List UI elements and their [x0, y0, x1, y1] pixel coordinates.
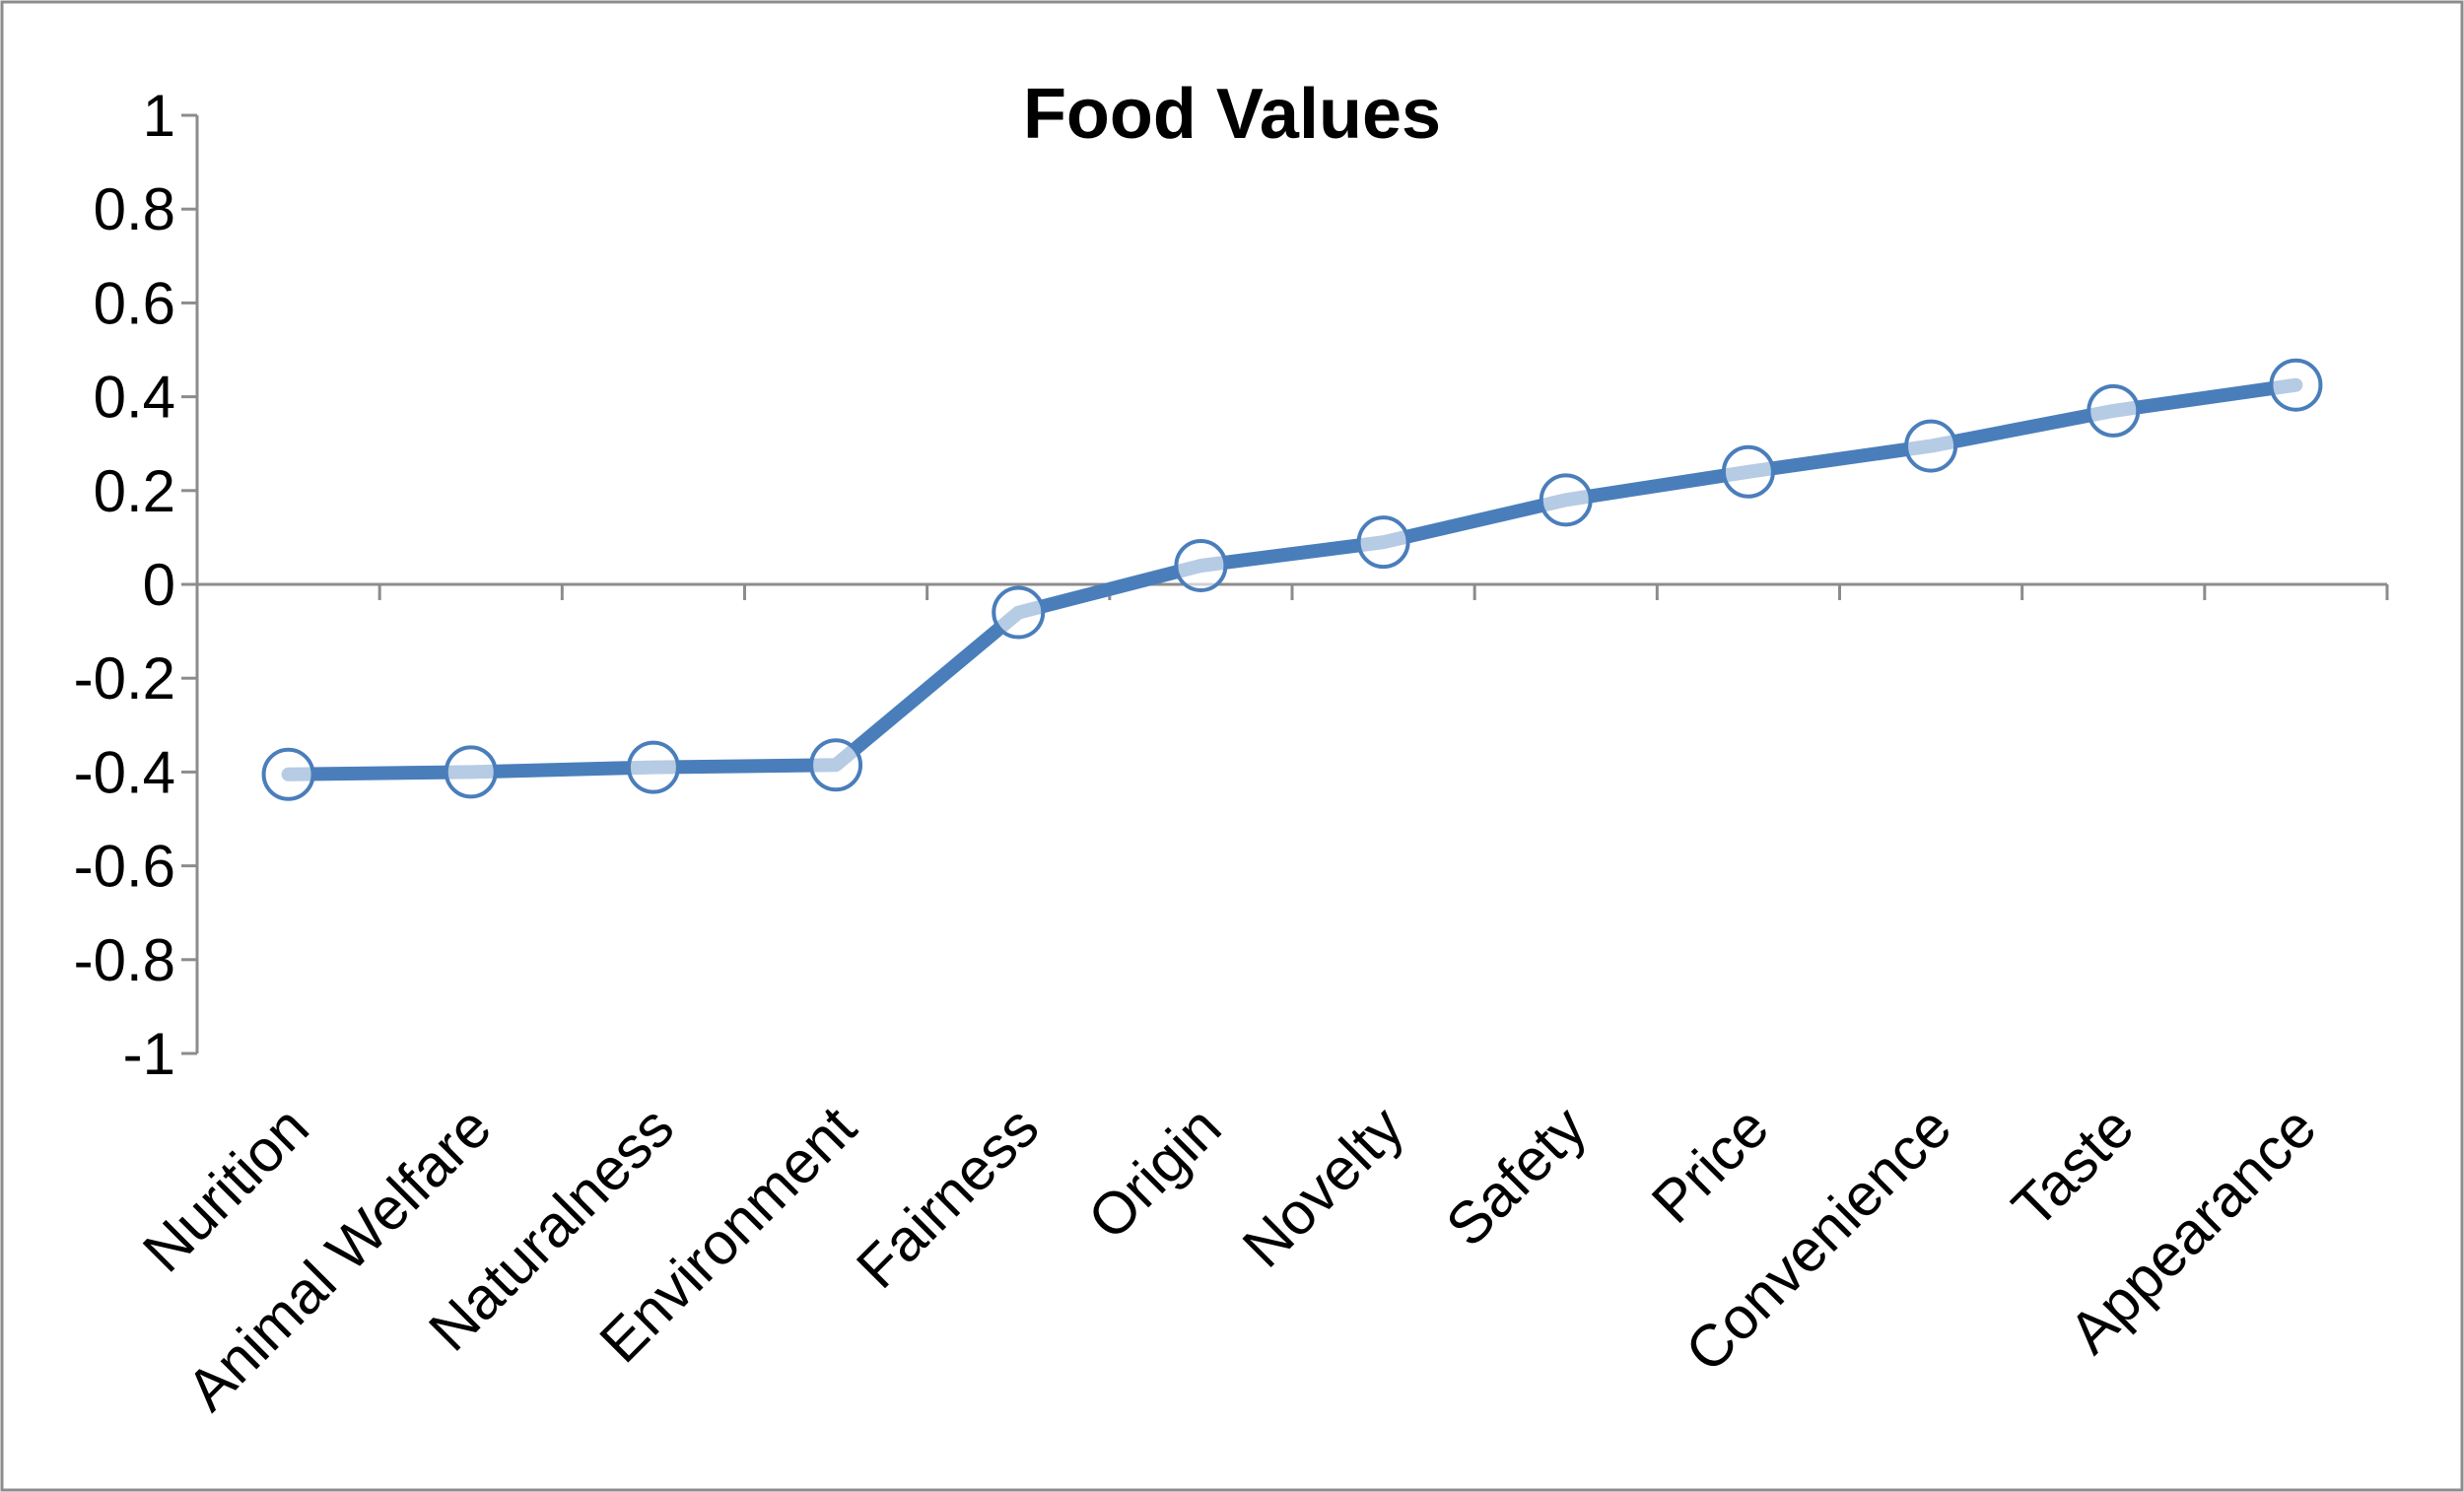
y-tick-label: -0.8 [74, 927, 175, 993]
y-tick-label: -0.4 [74, 739, 175, 805]
y-tick-label: -1 [123, 1021, 175, 1087]
y-tick-label: -0.2 [74, 645, 175, 712]
data-point-10 [1904, 419, 1958, 473]
data-point-6 [1174, 538, 1228, 592]
data-point-1 [261, 747, 315, 801]
y-tick-label: 0.2 [94, 458, 175, 524]
y-tick-label: 0.8 [94, 176, 175, 242]
series-group [261, 358, 2323, 801]
y-tick-label: 1 [143, 83, 175, 149]
data-point-7 [1356, 515, 1410, 570]
data-point-11 [2087, 383, 2141, 438]
chart-title: Food Values [1023, 75, 1441, 154]
data-point-3 [626, 740, 680, 794]
series-line [281, 377, 2303, 781]
data-point-2 [444, 745, 498, 799]
y-tick-label: 0 [143, 552, 175, 618]
data-point-12 [2269, 358, 2323, 412]
y-tick-label: 0.6 [94, 270, 175, 336]
data-point-8 [1539, 473, 1593, 527]
data-point-4 [809, 738, 863, 792]
y-tick-label: -0.6 [74, 834, 175, 900]
y-tick-label: 0.4 [94, 365, 175, 431]
y-axis: 1 0.8 0.6 0.4 0.2 0 -0.2 -0.4 -0.6 -0.8 -1 [74, 83, 199, 1087]
data-point-5 [992, 585, 1046, 640]
data-point-9 [1721, 444, 1775, 499]
